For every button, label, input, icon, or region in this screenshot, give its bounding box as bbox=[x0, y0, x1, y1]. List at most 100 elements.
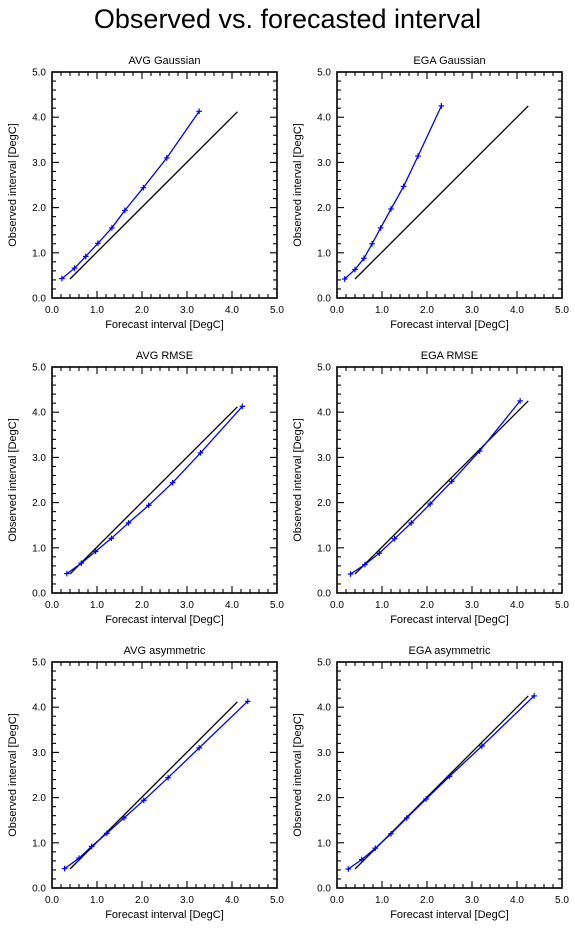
series-point bbox=[88, 843, 95, 850]
y-tick-label: 3.0 bbox=[32, 748, 46, 759]
x-tick-label: 4.0 bbox=[225, 895, 239, 906]
panel-2: EGA Gaussian 0.0 1.0 2.0 3.0 4.0 5.0 0.0 1.0 2.0 3… bbox=[292, 55, 569, 331]
x-tick-label: 4.0 bbox=[225, 305, 239, 316]
y-axis-label: Observed interval [DegC] bbox=[292, 713, 304, 837]
panel-5: AVG asymmetric 0.0 1.0 2.0 3.0 4.0 5.0 0.0 1.0 2.… bbox=[7, 645, 284, 921]
x-tick-label: 5.0 bbox=[555, 600, 569, 611]
series-point bbox=[352, 266, 358, 273]
x-tick-label: 2.0 bbox=[135, 305, 149, 316]
series-point bbox=[92, 548, 99, 555]
y-tick-label: 0.0 bbox=[317, 884, 331, 895]
series-point bbox=[388, 206, 394, 212]
x-tick-label: 0.0 bbox=[330, 895, 344, 906]
panel-1: AVG Gaussian 0.0 1.0 2.0 3.0 4.0 5.0 0.0 1.0 2.0 3… bbox=[7, 55, 284, 331]
series-point bbox=[347, 571, 354, 577]
x-axis-label: Forecast interval [DegC] bbox=[105, 319, 224, 331]
series-point bbox=[345, 866, 352, 872]
x-axis-label: Forecast interval [DegC] bbox=[105, 909, 224, 921]
panel-4: EGA RMSE 0.0 1.0 2.0 3.0 4.0 5.0 0.0 1.0 2.0 3.0 4.… bbox=[292, 350, 569, 626]
y-tick-label: 5.0 bbox=[317, 68, 331, 79]
y-tick-label: 5.0 bbox=[317, 363, 331, 374]
y-tick-label: 0.0 bbox=[32, 294, 46, 305]
series-point bbox=[169, 479, 176, 486]
x-tick-label: 3.0 bbox=[180, 895, 194, 906]
series-point bbox=[408, 520, 415, 526]
x-tick-label: 4.0 bbox=[225, 600, 239, 611]
x-axis-label: Forecast interval [DegC] bbox=[390, 319, 509, 331]
y-tick-label: 1.0 bbox=[32, 248, 46, 259]
series-point bbox=[163, 155, 170, 161]
panel-title: AVG RMSE bbox=[136, 350, 193, 362]
series-point bbox=[196, 108, 202, 115]
series-point bbox=[476, 448, 483, 454]
series-point bbox=[76, 855, 82, 861]
x-axis-label: Forecast interval [DegC] bbox=[105, 614, 224, 626]
x-tick-label: 5.0 bbox=[270, 305, 284, 316]
x-tick-label: 2.0 bbox=[420, 895, 434, 906]
y-tick-label: 0.0 bbox=[317, 589, 331, 600]
series-line bbox=[64, 700, 249, 870]
plot-frame bbox=[51, 661, 278, 889]
y-tick-label: 5.0 bbox=[32, 68, 46, 79]
y-tick-label: 4.0 bbox=[32, 408, 46, 419]
x-tick-label: 0.0 bbox=[330, 305, 344, 316]
reference-line bbox=[69, 406, 238, 575]
panel-title: EGA Gaussian bbox=[413, 55, 485, 67]
x-tick-label: 1.0 bbox=[375, 895, 389, 906]
series-point bbox=[140, 184, 147, 191]
figure-title: Observed vs. forecasted interval bbox=[93, 4, 482, 34]
panel-title: AVG asymmetric bbox=[124, 645, 206, 657]
series-point bbox=[423, 796, 429, 802]
series-point bbox=[377, 225, 384, 231]
x-tick-label: 3.0 bbox=[180, 600, 194, 611]
series-point bbox=[369, 240, 375, 247]
y-tick-label: 1.0 bbox=[317, 838, 331, 849]
y-tick-label: 2.0 bbox=[32, 793, 46, 804]
series-point bbox=[438, 103, 445, 109]
y-tick-label: 3.0 bbox=[32, 158, 46, 169]
x-tick-label: 3.0 bbox=[180, 305, 194, 316]
x-tick-label: 1.0 bbox=[90, 600, 104, 611]
y-tick-label: 4.0 bbox=[317, 408, 331, 419]
y-tick-label: 1.0 bbox=[32, 543, 46, 554]
x-tick-label: 5.0 bbox=[270, 895, 284, 906]
series-point bbox=[415, 153, 421, 159]
x-tick-label: 4.0 bbox=[510, 895, 524, 906]
series-point bbox=[71, 265, 78, 271]
y-tick-label: 1.0 bbox=[317, 248, 331, 259]
y-tick-label: 0.0 bbox=[32, 589, 46, 600]
series-point bbox=[400, 183, 407, 190]
series-point bbox=[244, 698, 251, 705]
panel-6: EGA asymmetric 0.0 1.0 2.0 3.0 4.0 5.0 0.0 1.0 2.… bbox=[292, 645, 569, 921]
series-point bbox=[448, 478, 455, 485]
y-tick-label: 1.0 bbox=[317, 543, 331, 554]
panel-title: EGA asymmetric bbox=[409, 645, 491, 657]
x-tick-label: 1.0 bbox=[90, 305, 104, 316]
series-point bbox=[59, 275, 65, 282]
x-tick-label: 2.0 bbox=[135, 600, 149, 611]
x-tick-label: 2.0 bbox=[420, 305, 434, 316]
x-tick-label: 0.0 bbox=[45, 600, 59, 611]
y-tick-label: 2.0 bbox=[317, 793, 331, 804]
x-tick-label: 3.0 bbox=[465, 305, 479, 316]
y-tick-label: 4.0 bbox=[32, 113, 46, 124]
series-point bbox=[104, 830, 110, 837]
series-line bbox=[350, 400, 521, 575]
series-point bbox=[95, 240, 101, 247]
y-tick-label: 3.0 bbox=[32, 453, 46, 464]
x-tick-label: 5.0 bbox=[270, 600, 284, 611]
series-point bbox=[122, 207, 128, 214]
x-tick-label: 1.0 bbox=[90, 895, 104, 906]
series-point bbox=[361, 255, 367, 262]
y-tick-label: 1.0 bbox=[32, 838, 46, 849]
x-axis-label: Forecast interval [DegC] bbox=[390, 614, 509, 626]
y-axis-label: Observed interval [DegC] bbox=[7, 123, 19, 247]
y-tick-label: 3.0 bbox=[317, 453, 331, 464]
series-point bbox=[403, 815, 410, 821]
y-axis-label: Observed interval [DegC] bbox=[7, 713, 19, 837]
series-point bbox=[376, 550, 383, 557]
series-line bbox=[61, 110, 200, 280]
x-tick-label: 4.0 bbox=[510, 600, 524, 611]
x-tick-label: 4.0 bbox=[510, 305, 524, 316]
